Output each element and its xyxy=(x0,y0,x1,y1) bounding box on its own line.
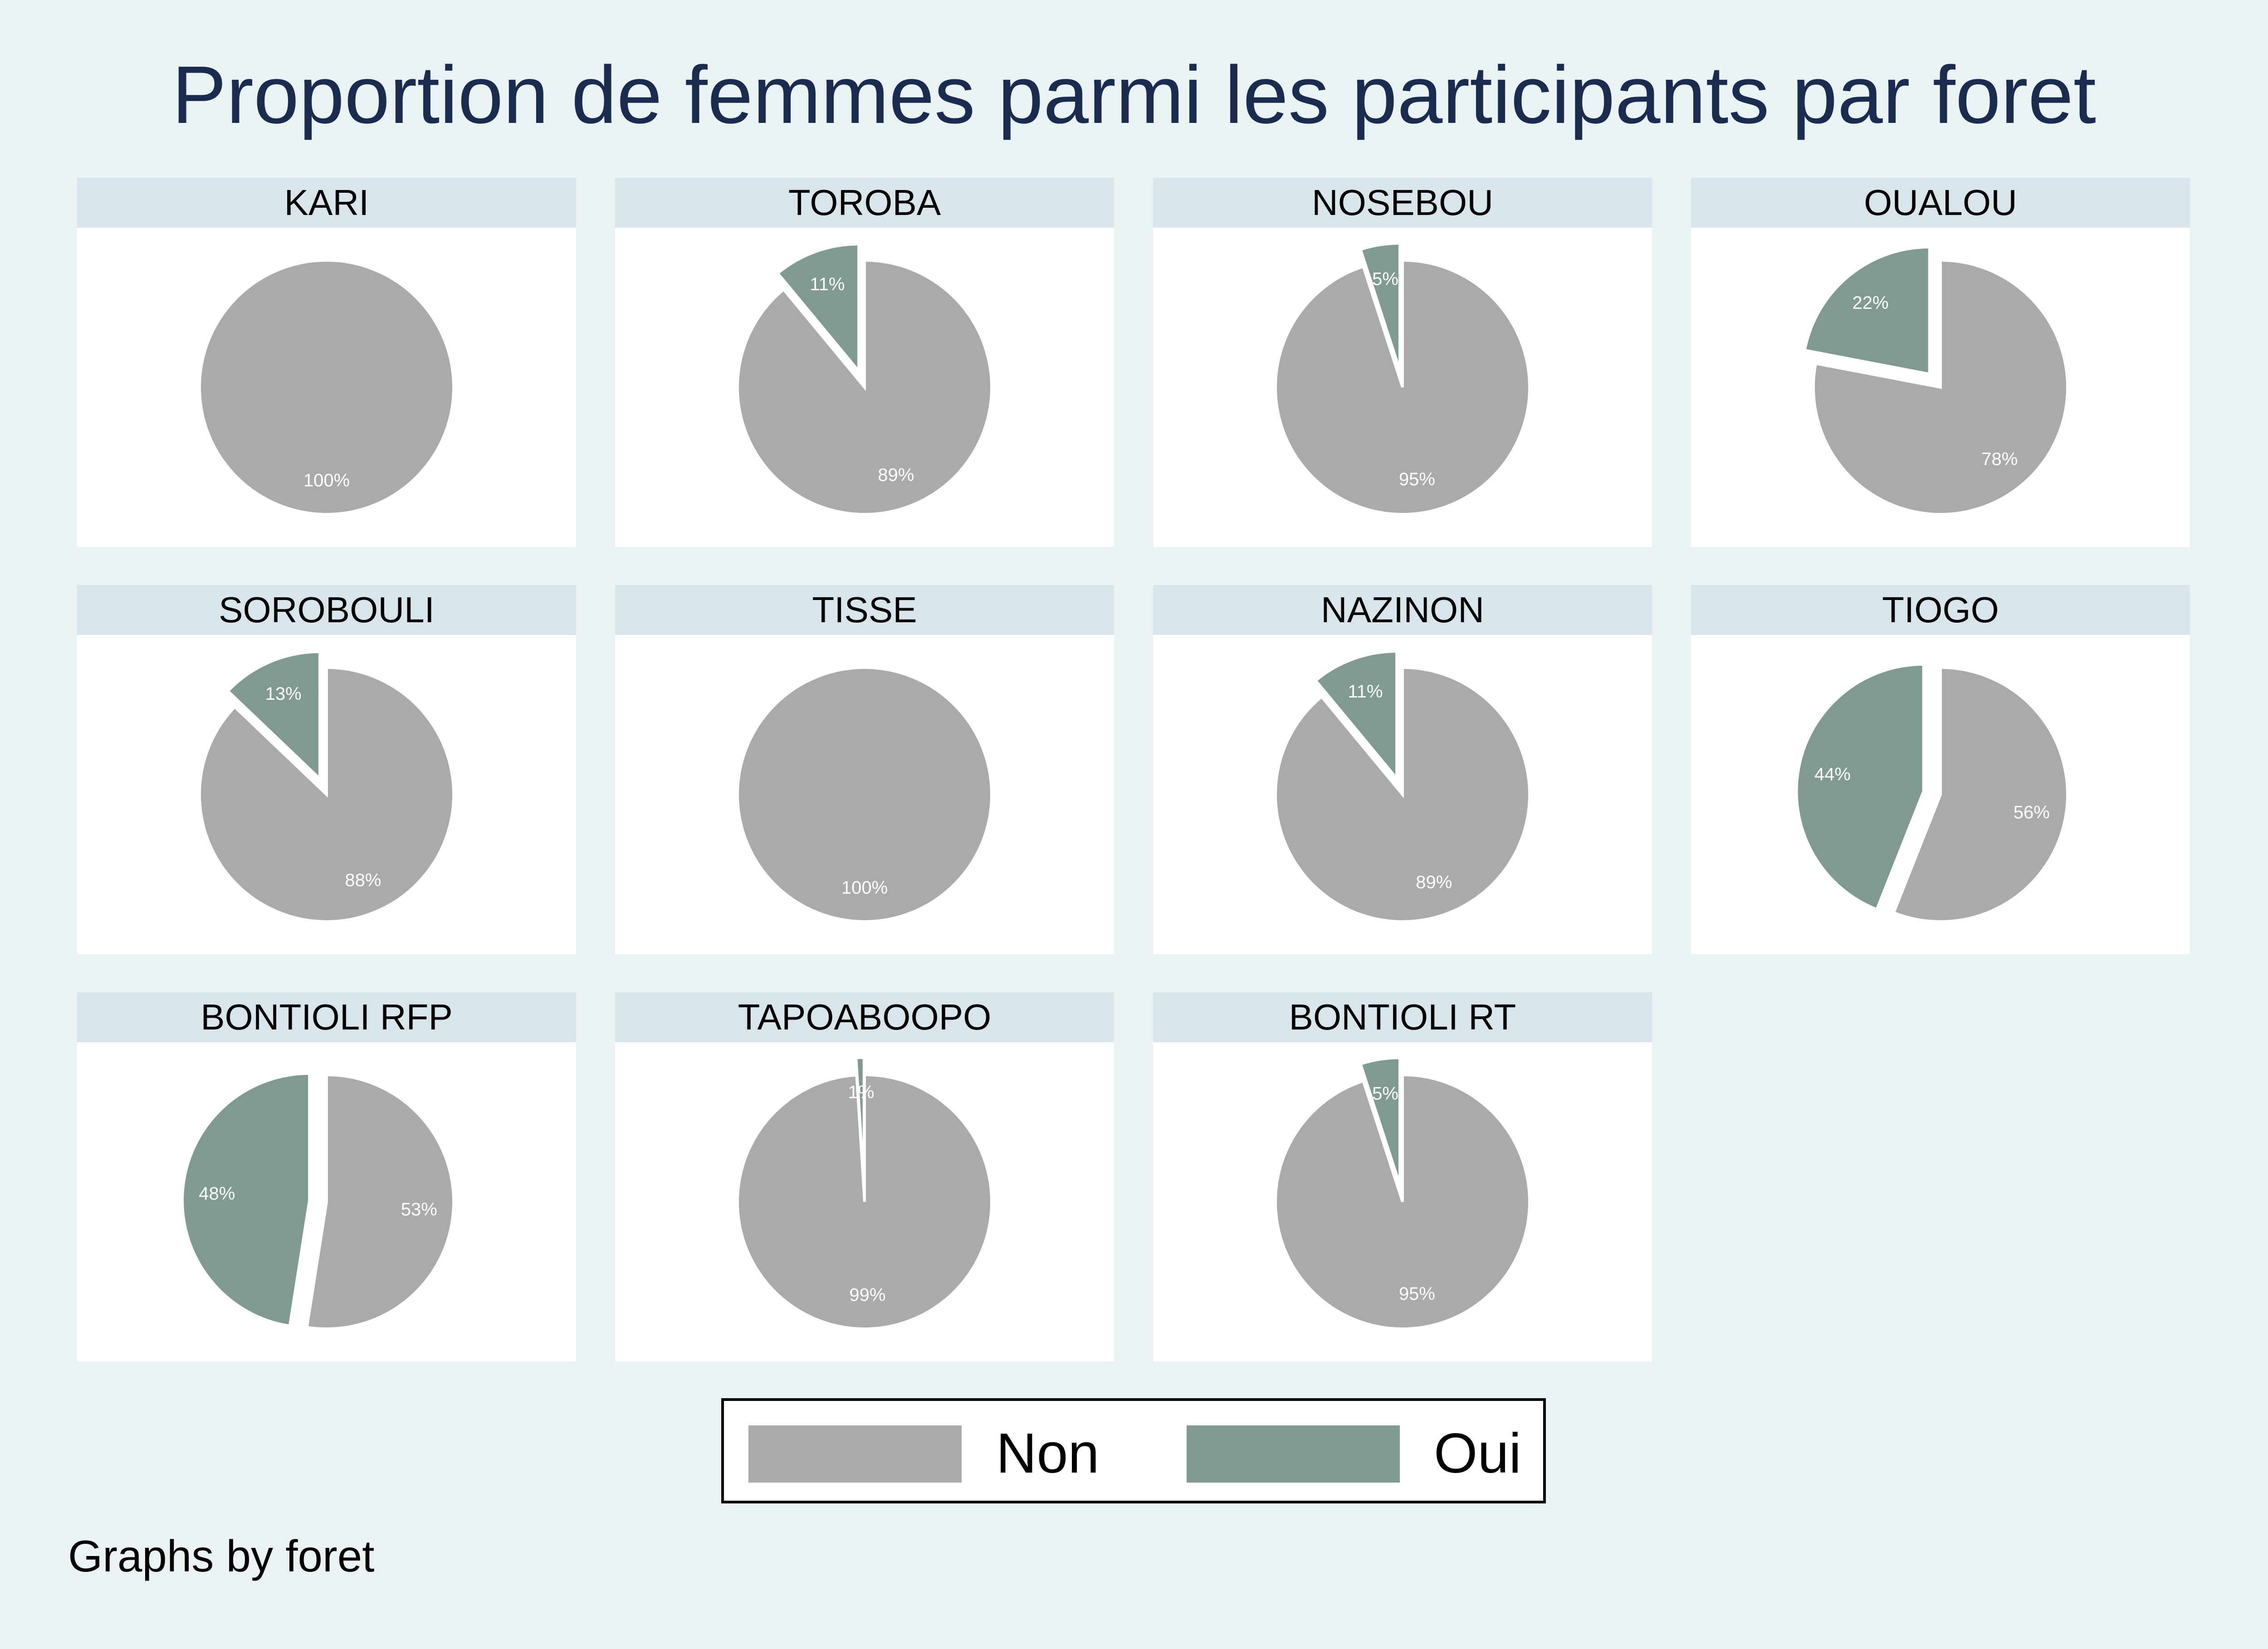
pie-panel-tisse: TISSE 100% xyxy=(615,585,1114,954)
graphs-by-note: Graphs by foret xyxy=(68,1531,375,1581)
label-oui: 11% xyxy=(1348,682,1383,702)
panel-title: BONTIOLI RFP xyxy=(77,992,576,1042)
pie-chart: 99% 1% xyxy=(736,1056,993,1330)
slice-non xyxy=(1812,259,2069,516)
pie-panel-oualou: OUALOU 78% 22% xyxy=(1691,178,2190,547)
chart-title: Proportion de femmes parmi les participa… xyxy=(172,49,2096,141)
pie-panel-bontioli-rfp: BONTIOLI RFP 53% 48% xyxy=(77,992,576,1361)
pie-panel-tapoaboopo: TAPOABOOPO 99% 1% xyxy=(615,992,1114,1361)
slice-oui xyxy=(181,1072,311,1328)
panel-title: KARI xyxy=(77,178,576,228)
pie-panel-nosebou: NOSEBOU 95% 5% xyxy=(1153,178,1652,547)
legend-swatch-non xyxy=(748,1425,962,1483)
slice-oui xyxy=(1803,245,1931,376)
pie-panel-sorobouli: SOROBOULI 88% 13% xyxy=(77,585,576,954)
slice-oui xyxy=(1314,650,1398,782)
slice-oui xyxy=(855,1056,865,1185)
panel-title: OUALOU xyxy=(1691,178,2190,228)
panel-title: TIOGO xyxy=(1691,585,2190,635)
label-non: 100% xyxy=(841,878,888,898)
panel-title: NAZINON xyxy=(1153,585,1652,635)
label-oui: 22% xyxy=(1852,293,1888,313)
label-non: 95% xyxy=(1399,1284,1435,1304)
slice-non xyxy=(1274,666,1531,923)
pie-panel-bontioli-rt: BONTIOLI RT 95% 5% xyxy=(1153,992,1652,1361)
label-non: 100% xyxy=(303,470,350,490)
slice-non xyxy=(1274,259,1531,516)
pie-panel-kari: KARI 100% xyxy=(77,178,576,547)
label-oui: 5% xyxy=(1372,1084,1398,1104)
legend-label-oui: Oui xyxy=(1434,1422,1521,1485)
label-non: 53% xyxy=(401,1200,437,1220)
label-non: 56% xyxy=(2014,802,2050,822)
slice-non xyxy=(198,259,455,516)
legend-swatch-oui xyxy=(1187,1425,1400,1483)
slice-non xyxy=(736,666,993,923)
pie-panel-nazinon: NAZINON 89% 11% xyxy=(1153,585,1652,954)
pie-panel-toroba: TOROBA 89% 11% xyxy=(615,178,1114,547)
slice-oui xyxy=(1795,663,1925,912)
pie-chart: 100% xyxy=(198,259,455,516)
label-oui: 13% xyxy=(265,684,302,704)
panel-title: TISSE xyxy=(615,585,1114,635)
label-oui: 44% xyxy=(1814,765,1851,785)
pie-chart: 56% 44% xyxy=(1795,663,2069,923)
panel-title: SOROBOULI xyxy=(77,585,576,635)
panel-title: BONTIOLI RT xyxy=(1153,992,1652,1042)
panel-title: NOSEBOU xyxy=(1153,178,1652,228)
label-non: 88% xyxy=(345,870,381,890)
panel-title: TOROBA xyxy=(615,178,1114,228)
label-oui: 5% xyxy=(1372,269,1398,289)
legend-label-non: Non xyxy=(996,1422,1100,1485)
pie-chart: 95% 5% xyxy=(1274,242,1531,516)
pie-chart: 100% xyxy=(736,666,993,923)
pie-chart: 89% 11% xyxy=(736,243,993,516)
slice-oui xyxy=(1359,1056,1402,1186)
slice-non xyxy=(305,1073,455,1330)
label-non: 95% xyxy=(1399,469,1435,489)
pie-chart: 95% 5% xyxy=(1274,1056,1531,1330)
label-non: 89% xyxy=(1416,872,1452,892)
panel-title: TAPOABOOPO xyxy=(615,992,1114,1042)
pie-panel-tiogo: TIOGO 56% 44% xyxy=(1691,585,2190,954)
label-oui: 48% xyxy=(199,1184,235,1204)
slice-oui xyxy=(1359,242,1402,371)
label-oui: 1% xyxy=(848,1083,874,1103)
label-non: 99% xyxy=(849,1285,885,1305)
slice-non xyxy=(198,666,455,923)
pie-chart: 88% 13% xyxy=(198,650,455,923)
pie-chart: 89% 11% xyxy=(1274,650,1531,923)
slice-non xyxy=(736,1073,993,1330)
slice-oui xyxy=(226,650,322,782)
label-non: 78% xyxy=(1981,449,2018,469)
slice-non xyxy=(1892,666,2069,923)
label-non: 89% xyxy=(878,465,914,485)
pie-chart: 53% 48% xyxy=(181,1072,455,1330)
pie-chart: 78% 22% xyxy=(1803,245,2069,516)
slice-non xyxy=(1274,1073,1531,1330)
slice-oui xyxy=(776,243,860,375)
legend: Non Oui xyxy=(721,1398,1546,1503)
label-oui: 11% xyxy=(810,274,845,294)
slice-non xyxy=(736,259,993,516)
